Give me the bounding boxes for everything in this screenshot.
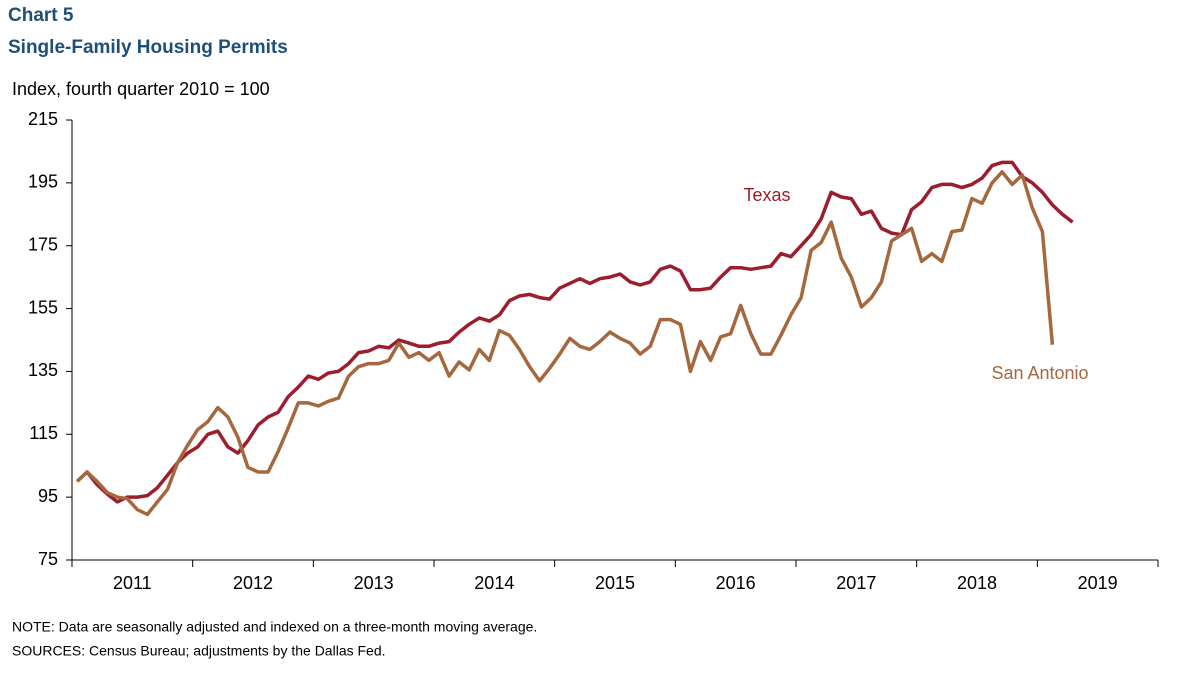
x-tick-label: 2013 — [354, 573, 394, 593]
x-tick-label: 2011 — [113, 573, 152, 593]
y-tick-label: 215 — [28, 109, 58, 129]
x-tick-label: 2015 — [595, 573, 635, 593]
x-tick-label: 2012 — [233, 573, 273, 593]
y-tick-label: 195 — [28, 172, 58, 192]
series-line — [75, 160, 1074, 504]
y-tick-label: 115 — [29, 423, 58, 443]
x-tick-label: 2018 — [957, 573, 997, 593]
series-label: San Antonio — [991, 363, 1088, 383]
y-tick-label: 175 — [28, 234, 58, 254]
y-tick-label: 135 — [28, 360, 58, 380]
chart-title: Chart 5 — [8, 5, 74, 26]
note: NOTE: Data are seasonally adjusted and i… — [12, 619, 537, 635]
y-tick-label: 155 — [28, 297, 58, 317]
x-tick-label: 2014 — [474, 573, 514, 593]
x-tick-label: 2016 — [716, 573, 756, 593]
x-tick-label: 2019 — [1078, 573, 1118, 593]
series-label: Texas — [743, 185, 790, 205]
y-tick-label: 75 — [38, 549, 58, 569]
series-line — [75, 170, 1055, 517]
note: SOURCES: Census Bureau; adjustments by t… — [12, 643, 386, 659]
y-tick-label: 95 — [38, 486, 58, 506]
y-axis-label: Index, fourth quarter 2010 = 100 — [12, 79, 270, 99]
x-tick-label: 2017 — [836, 573, 876, 593]
chart-subtitle: Single-Family Housing Permits — [8, 37, 288, 58]
